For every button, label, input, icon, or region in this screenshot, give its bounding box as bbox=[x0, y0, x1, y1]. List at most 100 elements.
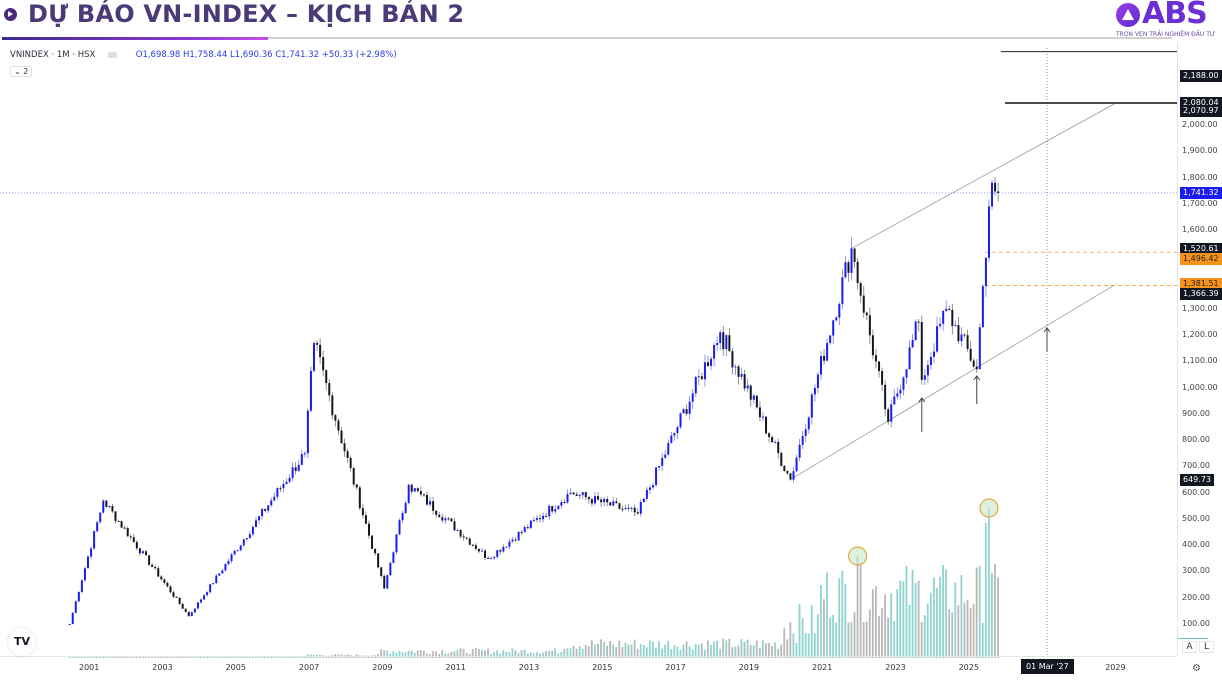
candle-up bbox=[404, 502, 407, 514]
candle-down bbox=[364, 515, 367, 524]
title-divider bbox=[2, 37, 1172, 39]
candle-down bbox=[432, 501, 435, 511]
candle-down bbox=[874, 355, 877, 362]
volume-bar bbox=[135, 657, 138, 658]
candle-up bbox=[270, 500, 273, 506]
year-tick: 2023 bbox=[885, 663, 906, 672]
volume-bar bbox=[954, 582, 957, 658]
candle-up bbox=[902, 377, 905, 390]
volume-bar bbox=[899, 580, 902, 658]
volume-bar bbox=[285, 657, 288, 658]
volume-bar bbox=[673, 645, 676, 658]
settings-gear-icon[interactable]: ⚙ bbox=[1192, 663, 1201, 674]
candle-down bbox=[377, 553, 380, 568]
volume-bar bbox=[648, 640, 651, 658]
abs-logo-mark-icon bbox=[1116, 3, 1140, 27]
volume-highlight-circle bbox=[848, 546, 868, 566]
volume-bar bbox=[960, 575, 963, 658]
candle-down bbox=[474, 545, 477, 549]
candle-down bbox=[319, 344, 322, 358]
volume-bar bbox=[713, 641, 715, 658]
volume-bar bbox=[593, 644, 596, 658]
volume-bar bbox=[584, 645, 587, 658]
candle-down bbox=[728, 335, 731, 352]
legend-collapse-button[interactable]: ⌄ 2 bbox=[10, 66, 33, 77]
volume-bar bbox=[80, 657, 83, 658]
candle-up bbox=[792, 471, 795, 480]
candle-down bbox=[316, 342, 319, 345]
candle-down bbox=[163, 579, 166, 583]
volume-bar bbox=[752, 645, 755, 658]
price-label-badge: 1,366.39 bbox=[1180, 288, 1222, 301]
price-label-badge: 1,381.51 bbox=[1180, 278, 1222, 291]
volume-bar bbox=[105, 657, 108, 658]
volume-bar bbox=[911, 570, 914, 658]
candle-up bbox=[667, 442, 670, 455]
tradingview-logo-icon[interactable]: TV bbox=[8, 628, 36, 656]
candle-down bbox=[462, 536, 465, 538]
volume-bar bbox=[441, 650, 444, 658]
auto-scale-button[interactable]: A bbox=[1182, 641, 1197, 653]
volume-bar bbox=[203, 657, 205, 658]
volume-bar bbox=[914, 583, 917, 658]
candle-up bbox=[661, 457, 664, 466]
volume-bar bbox=[676, 646, 679, 658]
candle-down bbox=[358, 487, 361, 509]
volume-bar bbox=[820, 584, 822, 658]
volume-bar bbox=[780, 644, 783, 658]
volume-bar bbox=[685, 641, 688, 658]
volume-bar bbox=[129, 657, 132, 658]
volume-bar bbox=[936, 588, 938, 658]
candle-down bbox=[441, 517, 444, 521]
visibility-toggle-icon[interactable] bbox=[108, 51, 118, 58]
candle-up bbox=[740, 374, 743, 377]
volume-bar bbox=[942, 564, 944, 658]
volume-bar bbox=[239, 657, 242, 658]
price-scale[interactable]: 2,000.00 1,900.00 1,800.00 1,700.00 1,600.00… bbox=[1177, 42, 1222, 656]
volume-bar bbox=[535, 652, 538, 658]
volume-bar bbox=[245, 657, 248, 658]
candle-down bbox=[105, 500, 108, 507]
volume-bar bbox=[456, 649, 459, 658]
volume-bar bbox=[404, 652, 407, 658]
volume-bar bbox=[881, 607, 883, 658]
price-label-badge: 1,496.42 bbox=[1180, 253, 1222, 266]
candle-down bbox=[627, 507, 630, 509]
volume-bar bbox=[969, 608, 972, 658]
candle-up bbox=[929, 356, 932, 365]
candle-down bbox=[881, 371, 884, 385]
candle-down bbox=[447, 518, 450, 520]
symbol-label[interactable]: VNINDEX · 1M · HSX bbox=[10, 50, 96, 60]
candle-up bbox=[810, 394, 813, 418]
candle-up bbox=[392, 552, 395, 563]
volume-bar bbox=[276, 657, 279, 658]
volume-bar bbox=[157, 657, 160, 658]
candle-down bbox=[154, 566, 157, 569]
candle-up bbox=[456, 530, 459, 532]
price-tick: 500.00 bbox=[1182, 513, 1210, 523]
price-label-badge: 2,070.97 bbox=[1180, 105, 1222, 118]
candle-down bbox=[856, 261, 859, 284]
candle-up bbox=[713, 345, 716, 359]
candle-up bbox=[141, 551, 144, 554]
candle-down bbox=[823, 355, 826, 361]
candle-up bbox=[899, 389, 902, 394]
candle-up bbox=[254, 520, 257, 527]
volume-bar bbox=[706, 640, 709, 658]
candle-up bbox=[798, 444, 801, 458]
log-scale-button[interactable]: L bbox=[1199, 641, 1214, 653]
volume-bar bbox=[511, 648, 514, 658]
candle-down bbox=[737, 366, 740, 377]
volume-bar bbox=[282, 657, 285, 658]
volume-bar bbox=[667, 640, 670, 658]
time-axis[interactable]: 2001 2003 2005 2007 2009 2011 2013 2015 2017 2019… bbox=[0, 656, 1177, 681]
volume-bar bbox=[765, 643, 767, 658]
candle-down bbox=[700, 376, 703, 380]
candle-down bbox=[132, 537, 135, 542]
candle-up bbox=[444, 518, 447, 521]
volume-bar bbox=[190, 657, 193, 658]
volume-bar bbox=[517, 653, 520, 658]
volume-bar bbox=[68, 657, 71, 658]
candle-up bbox=[648, 487, 651, 490]
